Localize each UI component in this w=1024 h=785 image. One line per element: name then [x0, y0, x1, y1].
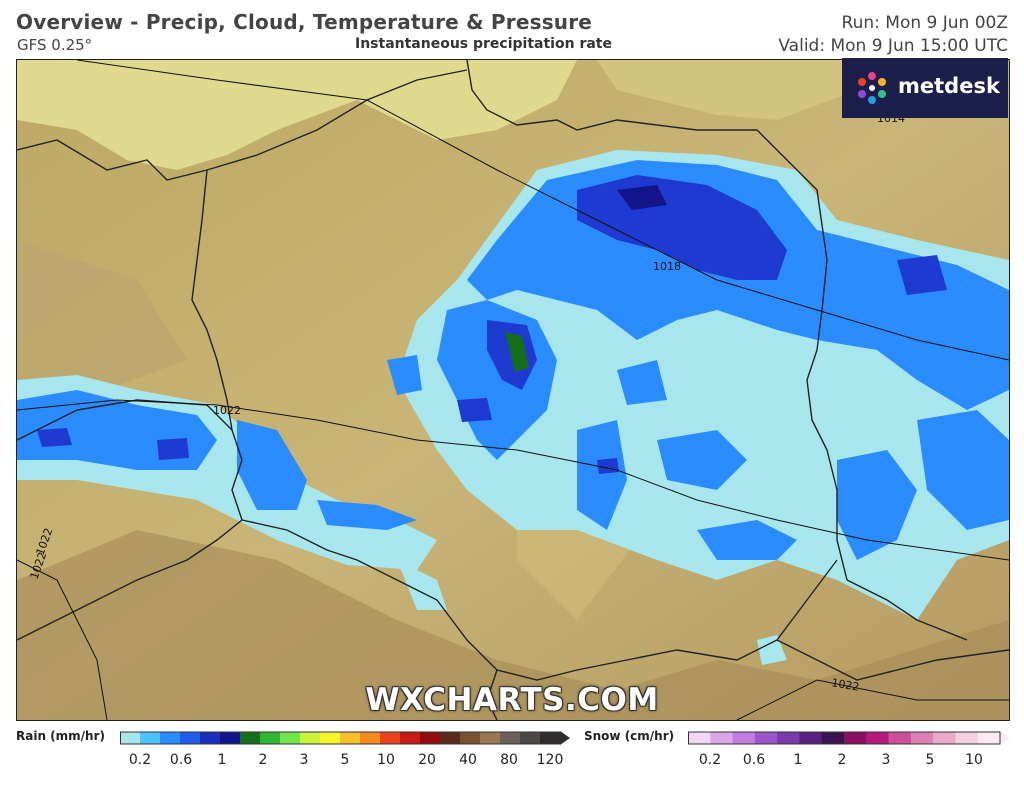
- scale-swatch: [710, 732, 734, 744]
- baltic-sea: [17, 60, 577, 170]
- scale-swatch: [754, 732, 778, 744]
- logo-text: metdesk: [898, 74, 1000, 98]
- scale-swatch: [977, 732, 1001, 744]
- scale-swatch: [688, 732, 711, 744]
- rain-tick-row: 0.2 0.6 1 2 3 5 10 20 40 80 120: [120, 752, 564, 770]
- terrain-west: [17, 240, 187, 400]
- scale-swatch: [821, 732, 845, 744]
- scale-frame: [688, 731, 1001, 745]
- scale-swatch: [866, 732, 890, 744]
- scale-swatch: [360, 732, 381, 744]
- scale-swatch: [844, 732, 867, 744]
- scale-tick-label: 0.6: [742, 752, 766, 768]
- chart-title: Overview - Precip, Cloud, Temperature & …: [16, 10, 593, 34]
- scale-tick-label: 3: [881, 752, 891, 768]
- weather-map: 1014 1018 1022 1022 1022 1022: [16, 59, 1010, 721]
- isobar-label: 1022: [830, 676, 860, 694]
- scale-swatch: [460, 732, 481, 744]
- scale-tick-label: 20: [418, 752, 436, 768]
- scale-swatch: [500, 732, 521, 744]
- scale-swatch: [420, 732, 441, 744]
- scale-tick-label: 120: [536, 752, 564, 768]
- scale-swatch: [955, 732, 979, 744]
- rain-legend-label: Rain (mm/hr): [16, 729, 105, 743]
- scale-tick-label: 5: [340, 752, 350, 768]
- scale-swatch: [320, 732, 341, 744]
- scale-swatch: [888, 732, 912, 744]
- scale-tick-label: 40: [459, 752, 477, 768]
- scale-tick-label: 1: [793, 752, 803, 768]
- metdesk-logo[interactable]: metdesk: [842, 58, 1008, 118]
- scale-tick-label: 2: [258, 752, 268, 768]
- scale-swatch: [933, 732, 956, 744]
- scale-swatch: [340, 732, 361, 744]
- scale-swatch: [480, 732, 501, 744]
- snow-tick-row: 0.2 0.6 1 2 3 5 10: [688, 752, 998, 770]
- model-label: GFS 0.25°: [17, 36, 93, 54]
- precip-heavy: [37, 175, 947, 474]
- scale-arrow: [1000, 731, 1010, 745]
- map-canvas: 1014 1018 1022 1022 1022 1022: [17, 60, 1009, 720]
- scale-swatch: [140, 732, 161, 744]
- valid-time: Valid: Mon 9 Jun 15:00 UTC: [778, 36, 1008, 56]
- watermark: WXCHARTS.COM: [365, 682, 659, 718]
- scale-swatch: [160, 732, 181, 744]
- scale-tick-label: 2: [837, 752, 847, 768]
- scale-swatch: [440, 732, 461, 744]
- scale-swatch: [540, 732, 561, 744]
- scale-swatch: [120, 732, 141, 744]
- scale-swatch: [260, 732, 281, 744]
- scale-tick-label: 10: [965, 752, 983, 768]
- scale-tick-label: 3: [299, 752, 309, 768]
- scale-swatch: [799, 732, 823, 744]
- scale-frame: [120, 731, 561, 745]
- country-borders: [17, 60, 1009, 720]
- mountain-terrain: [17, 530, 1009, 720]
- scale-swatch: [732, 732, 756, 744]
- scale-arrow: [560, 731, 570, 745]
- scale-tick-label: 80: [500, 752, 518, 768]
- scale-swatch: [220, 732, 241, 744]
- snow-color-scale: [688, 731, 1010, 745]
- scale-swatch: [240, 732, 261, 744]
- scale-tick-label: 0.2: [698, 752, 722, 768]
- scale-tick-label: 10: [377, 752, 395, 768]
- scale-swatch: [777, 732, 800, 744]
- scale-swatch: [300, 732, 321, 744]
- isobar-lines: [17, 60, 1009, 720]
- scale-swatch: [400, 732, 421, 744]
- chart-subtitle: Instantaneous precipitation rate: [355, 36, 612, 52]
- scale-swatch: [200, 732, 221, 744]
- scale-swatch: [180, 732, 201, 744]
- scale-tick-label: 1: [217, 752, 227, 768]
- isobar-label: 1018: [653, 260, 681, 273]
- northern-land: [597, 60, 877, 120]
- metdesk-flower-icon: [858, 72, 886, 104]
- scale-swatch: [380, 732, 401, 744]
- run-time: Run: Mon 9 Jun 00Z: [841, 13, 1008, 33]
- scale-swatch: [910, 732, 934, 744]
- isobar-label: 1022: [213, 404, 241, 417]
- scale-tick-label: 0.2: [128, 752, 152, 768]
- scale-tick-label: 0.6: [169, 752, 193, 768]
- scale-swatch: [520, 732, 541, 744]
- snow-legend-label: Snow (cm/hr): [584, 729, 675, 743]
- precip-very-heavy: [617, 185, 667, 210]
- coastline: [17, 69, 468, 181]
- precip-intense-core: [505, 332, 529, 372]
- scale-swatch: [280, 732, 301, 744]
- rain-color-scale: [120, 731, 570, 745]
- scale-tick-label: 5: [925, 752, 935, 768]
